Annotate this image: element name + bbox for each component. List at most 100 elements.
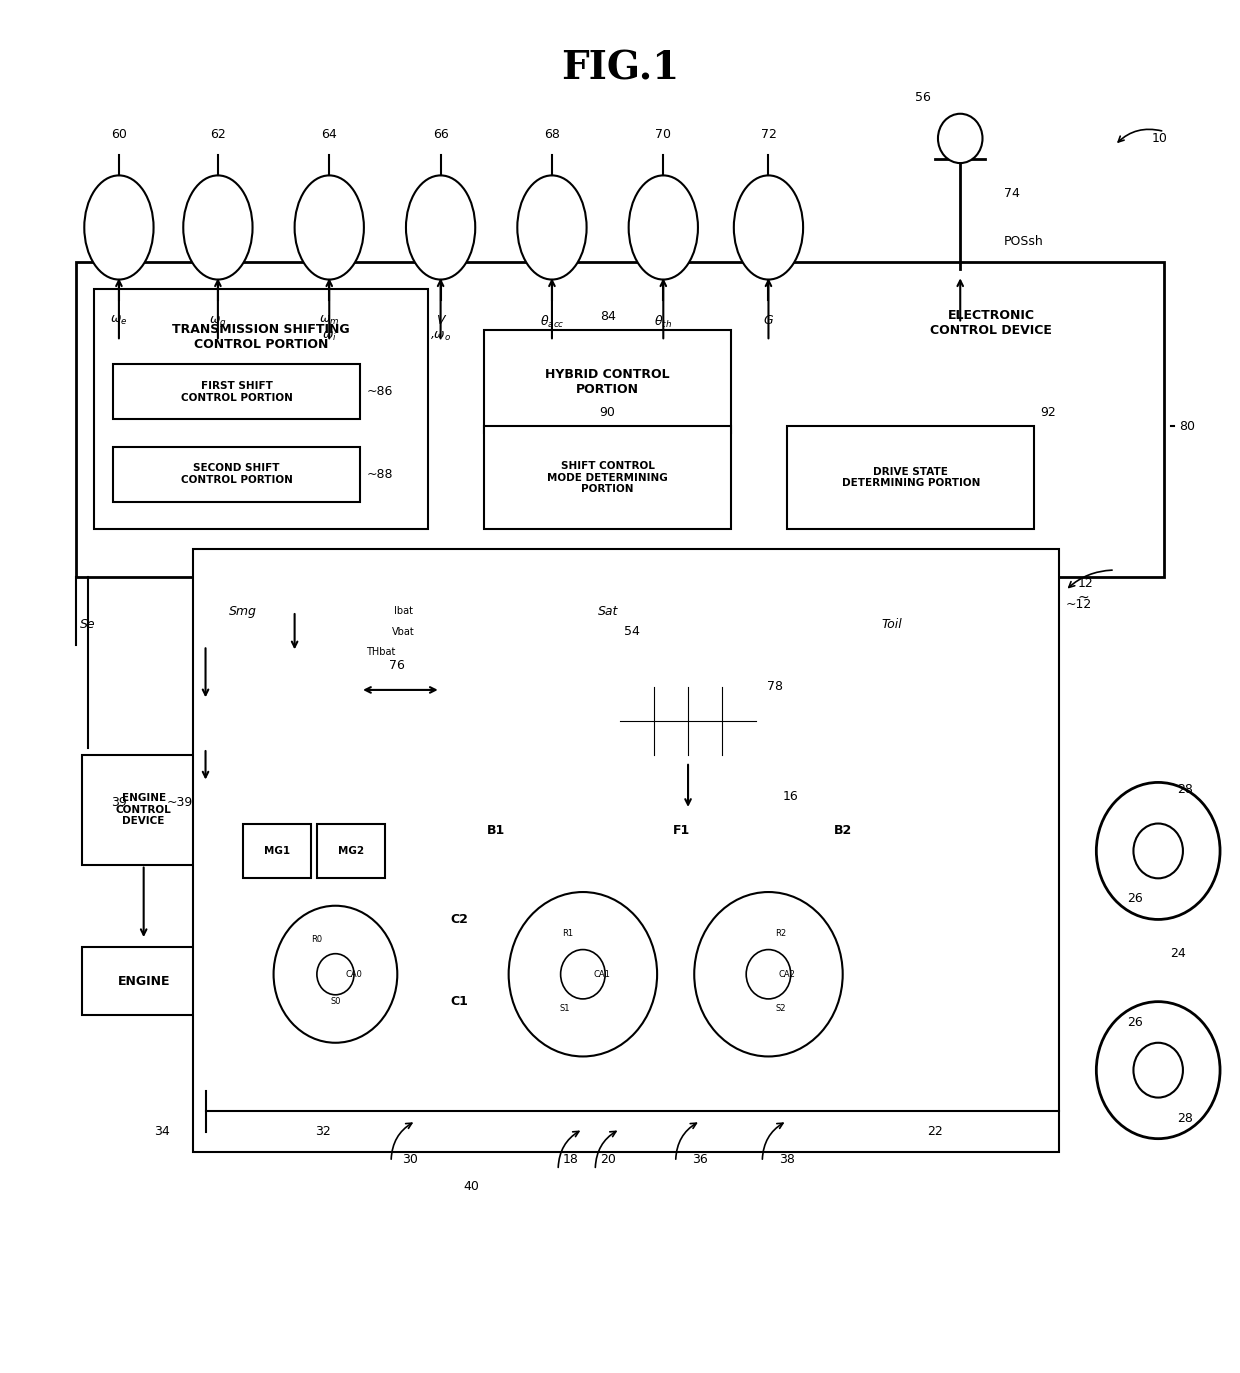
Text: Ibat: Ibat [394,605,413,616]
Text: 56: 56 [915,91,931,104]
Bar [82,947,206,1016]
Bar [317,824,384,879]
Text: THbat: THbat [367,647,396,658]
Text: 54: 54 [625,625,640,638]
Circle shape [1133,1042,1183,1097]
Text: 66: 66 [433,128,449,141]
Text: R2: R2 [775,928,786,938]
Text: S: S [634,699,640,708]
Text: 54: 54 [775,599,791,611]
Text: ~88: ~88 [366,468,393,481]
Bar [440,652,564,728]
Bar [193,549,1059,1152]
Bar [76,262,1164,577]
Text: 26: 26 [1127,1016,1143,1028]
Bar [620,686,756,755]
Text: Sat: Sat [598,604,618,618]
Text: 60: 60 [112,128,126,141]
Text: ~39: ~39 [167,796,193,810]
Text: 16: 16 [782,789,799,803]
Text: CA1: CA1 [593,969,610,979]
Text: S: S [702,699,708,708]
Bar [231,652,360,728]
Text: ~: ~ [1078,590,1090,604]
Text: C2: C2 [450,913,467,925]
Circle shape [1133,824,1183,879]
Text: 28: 28 [1177,783,1193,796]
Text: 28: 28 [1177,1112,1193,1124]
Text: $\omega_m$
$\omega_i$: $\omega_m$ $\omega_i$ [319,314,340,343]
Text: 34: 34 [154,1126,170,1138]
Text: R0: R0 [311,935,322,945]
Text: $\omega_g$: $\omega_g$ [210,314,227,328]
Text: HYDRAULIC
CONTROL UNIT: HYDRAULIC CONTROL UNIT [644,666,732,686]
Ellipse shape [517,176,587,280]
Text: SHIFT CONTROL
MODE DETERMINING
PORTION: SHIFT CONTROL MODE DETERMINING PORTION [547,461,668,494]
Text: 78: 78 [766,680,782,693]
Text: 22: 22 [928,1126,944,1138]
Text: 52: 52 [495,633,511,645]
Text: L
3: L 3 [703,728,708,747]
Text: 80: 80 [1179,420,1195,432]
Text: 72: 72 [760,128,776,141]
Text: $\theta_{acc}$: $\theta_{acc}$ [539,314,564,330]
Text: S1: S1 [559,1004,569,1013]
Text: 14: 14 [212,975,227,987]
Text: ELECTRONIC
CONTROL DEVICE: ELECTRONIC CONTROL DEVICE [930,309,1052,338]
Text: 82: 82 [434,269,450,283]
Ellipse shape [629,176,698,280]
Text: BATTERY: BATTERY [471,684,533,696]
Text: INVERTER: INVERTER [260,684,330,696]
Text: 84: 84 [600,310,615,324]
Ellipse shape [405,176,475,280]
Bar [787,426,1034,529]
Text: 64: 64 [321,128,337,141]
Text: 68: 68 [544,128,560,141]
Bar [113,446,360,501]
Text: C1: C1 [450,995,467,1008]
Text: B2: B2 [833,824,852,838]
Text: FIRST SHIFT
CONTROL PORTION: FIRST SHIFT CONTROL PORTION [181,382,293,402]
Text: Toil: Toil [882,618,903,632]
Text: 70: 70 [655,128,671,141]
Text: ENGINE
CONTROL
DEVICE: ENGINE CONTROL DEVICE [115,794,171,827]
Text: L
1: L 1 [635,728,640,747]
Text: 24: 24 [1171,947,1187,960]
Text: S2: S2 [775,1004,786,1013]
Text: 20: 20 [600,1153,615,1166]
Text: FIG.1: FIG.1 [560,49,680,88]
Text: 10: 10 [1152,132,1168,146]
Bar [243,824,311,879]
Text: CA2: CA2 [779,969,796,979]
Circle shape [1096,1002,1220,1138]
Text: TRANSMISSION SHIFTING
CONTROL PORTION: TRANSMISSION SHIFTING CONTROL PORTION [172,324,350,351]
Text: SECOND SHIFT
CONTROL PORTION: SECOND SHIFT CONTROL PORTION [181,463,293,485]
Text: 74: 74 [1003,187,1019,199]
Text: B1: B1 [487,824,506,838]
Text: MG2: MG2 [337,846,365,855]
Text: Se: Se [81,618,95,632]
Text: 50: 50 [288,633,304,645]
Text: DRIVE STATE
DETERMINING PORTION: DRIVE STATE DETERMINING PORTION [842,467,980,489]
Text: CA0: CA0 [346,969,362,979]
Text: 92: 92 [1040,406,1056,419]
Text: 76: 76 [389,659,405,673]
Text: 32: 32 [315,1126,331,1138]
Bar [608,618,769,762]
Text: F1: F1 [673,824,691,838]
Text: 18: 18 [563,1153,578,1166]
Text: Smg: Smg [228,604,257,618]
Bar [484,426,732,529]
Ellipse shape [295,176,363,280]
Ellipse shape [184,176,253,280]
Text: ~86: ~86 [366,386,393,398]
Text: V
,$\omega_o$: V ,$\omega_o$ [430,314,451,343]
Text: 62: 62 [210,128,226,141]
Text: L
2: L 2 [668,728,673,747]
Text: 39: 39 [112,796,126,810]
Ellipse shape [84,176,154,280]
Text: ENGINE: ENGINE [118,975,170,987]
Text: 90: 90 [600,406,615,419]
Text: 26: 26 [1127,892,1143,905]
Circle shape [1096,783,1220,920]
